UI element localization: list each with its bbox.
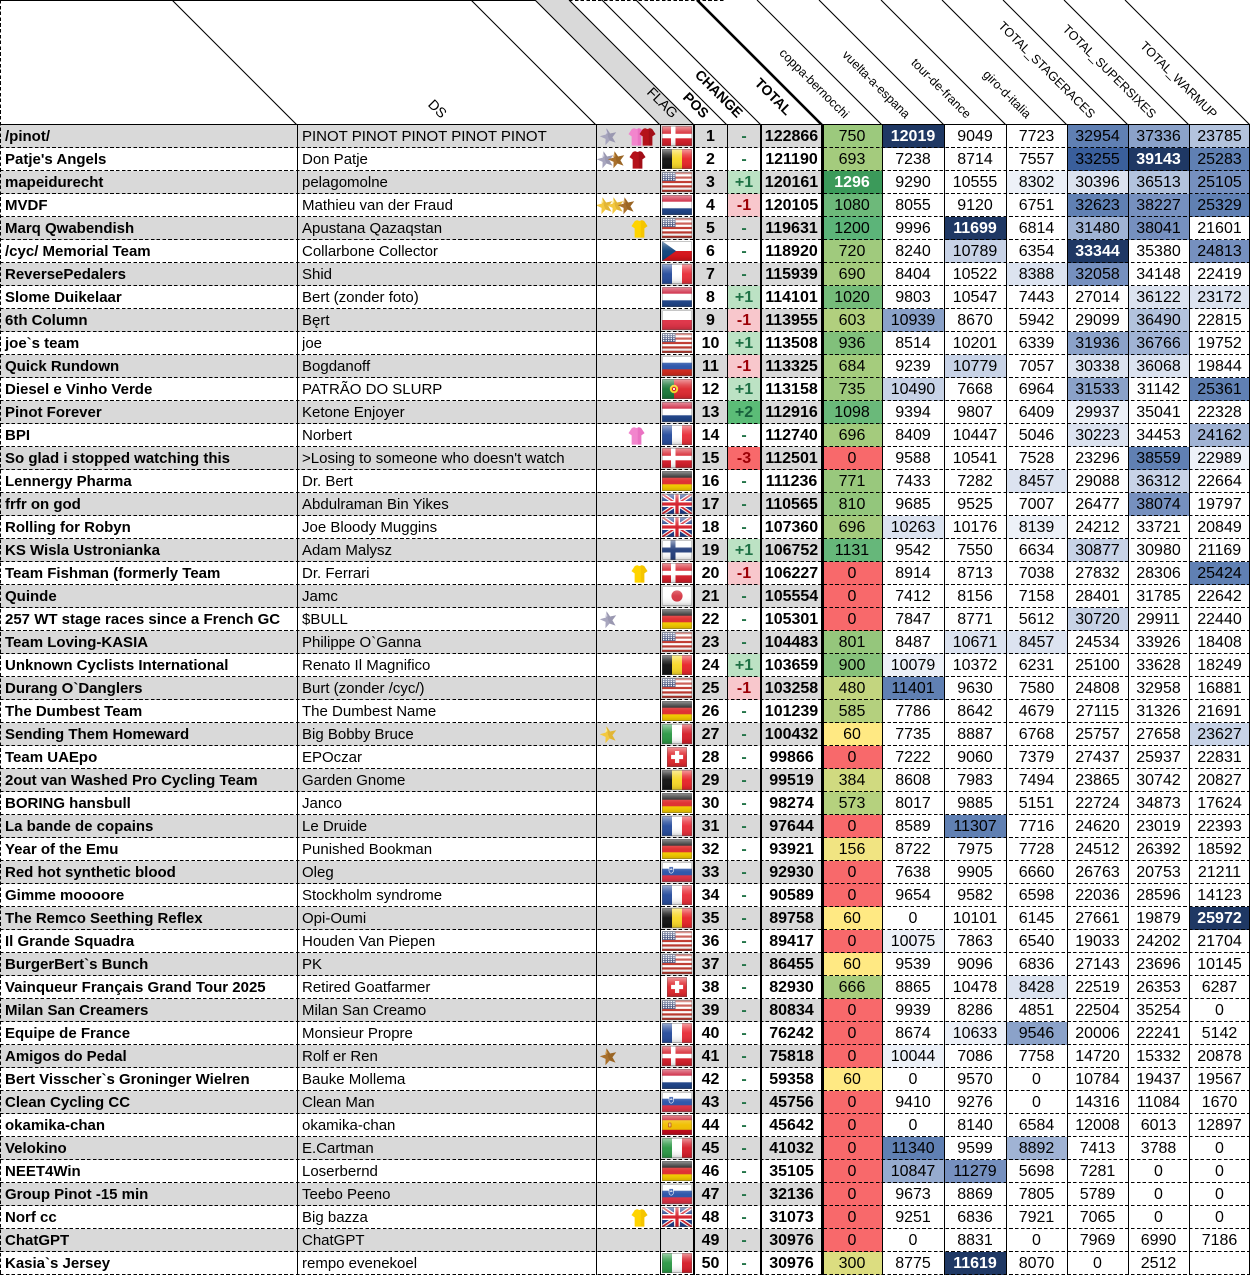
svg-text:TOTAL: TOTAL xyxy=(752,75,796,119)
svg-text:DS: DS xyxy=(425,96,450,121)
svg-text:tour-de-france: tour-de-france xyxy=(908,56,973,121)
svg-text:giro-d-italia: giro-d-italia xyxy=(980,67,1034,121)
